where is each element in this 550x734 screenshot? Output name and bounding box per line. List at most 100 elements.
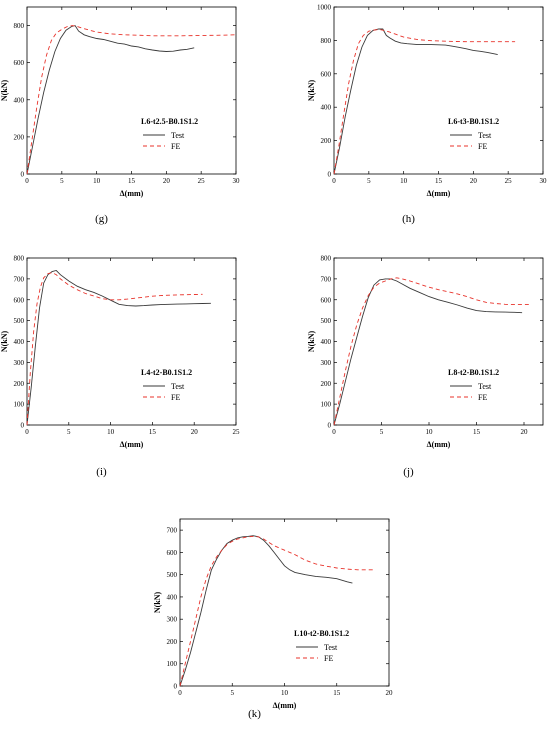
x-tick-label: 0 <box>25 177 29 185</box>
x-tick-label: 15 <box>149 428 157 436</box>
y-tick-label: 0 <box>21 422 25 430</box>
series-line-test <box>179 535 353 687</box>
legend-label-test: Test <box>324 643 338 652</box>
series-line-fe <box>26 272 203 426</box>
y-tick-label: 600 <box>14 59 25 67</box>
y-tick-label: 300 <box>14 359 25 367</box>
y-tick-label: 500 <box>14 317 25 325</box>
x-tick-label: 15 <box>473 428 481 436</box>
legend-label-test: Test <box>478 382 492 391</box>
legend-label-fe: FE <box>171 393 180 402</box>
chart-h: 0 5 10 15 20 25 30 0 200 400 600 800 1000 Δ(mm) N(kN) L… <box>307 4 547 226</box>
x-tick-label: 10 <box>426 428 434 436</box>
x-tick-label: 5 <box>231 689 235 697</box>
legend-label-fe: FE <box>171 142 180 151</box>
y-tick-label: 700 <box>167 527 178 535</box>
y-tick-label: 0 <box>328 171 332 179</box>
specimen-label: L8-t2-B0.1S1.2 <box>448 368 499 377</box>
legend-label-fe: FE <box>324 654 333 663</box>
y-tick-label: 400 <box>14 338 25 346</box>
series-line-fe <box>333 29 516 175</box>
x-tick-label: 20 <box>191 428 199 436</box>
series-line-fe <box>333 277 529 426</box>
x-tick-label: 0 <box>332 428 336 436</box>
series-line-test <box>26 25 195 175</box>
y-tick-label: 100 <box>14 401 25 409</box>
specimen-label: L10-t2-B0.1S1.2 <box>294 629 349 638</box>
x-axis-label: Δ(mm) <box>120 189 144 198</box>
y-tick-label: 700 <box>14 275 25 283</box>
y-tick-label: 300 <box>167 616 178 624</box>
panel-caption: (g) <box>95 213 108 225</box>
x-tick-label: 25 <box>233 428 241 436</box>
y-tick-label: 500 <box>167 571 178 579</box>
x-tick-label: 5 <box>60 177 64 185</box>
x-tick-label: 10 <box>400 177 408 185</box>
y-tick-label: 100 <box>321 401 332 409</box>
y-tick-label: 800 <box>321 37 332 45</box>
chart-i: 0 5 10 15 20 25 0 100 200 300 400 500 600 700 800 Δ(mm)… <box>0 255 241 479</box>
specimen-label: L6-t3-B0.1S1.2 <box>448 117 499 126</box>
y-tick-label: 600 <box>321 70 332 78</box>
series-line-fe <box>179 535 374 687</box>
x-tick-label: 5 <box>380 428 384 436</box>
series-line-fe <box>26 25 237 175</box>
x-tick-label: 5 <box>367 177 371 185</box>
x-tick-label: 15 <box>435 177 443 185</box>
y-axis-label: N(kN) <box>0 331 9 353</box>
x-tick-label: 15 <box>128 177 136 185</box>
plot-frame <box>333 6 544 175</box>
y-tick-label: 200 <box>167 638 178 646</box>
x-tick-label: 20 <box>163 177 171 185</box>
legend-label-test: Test <box>478 131 492 140</box>
y-tick-label: 800 <box>14 255 25 263</box>
plot-frame <box>333 257 544 426</box>
y-tick-label: 400 <box>14 96 25 104</box>
x-axis-label: Δ(mm) <box>120 440 144 449</box>
y-tick-label: 0 <box>328 422 332 430</box>
y-axis-label: N(kN) <box>307 80 316 102</box>
series-line-test <box>333 28 498 175</box>
panel-caption: (j) <box>403 466 414 478</box>
y-tick-label: 500 <box>321 317 332 325</box>
specimen-label: L4-t2-B0.1S1.2 <box>141 368 192 377</box>
panel-caption: (i) <box>96 466 107 478</box>
x-tick-label: 30 <box>233 177 241 185</box>
x-axis-label: Δ(mm) <box>273 701 297 710</box>
x-tick-label: 20 <box>521 428 529 436</box>
y-tick-label: 700 <box>321 275 332 283</box>
y-axis-label: N(kN) <box>0 80 9 102</box>
y-tick-label: 100 <box>167 660 178 668</box>
y-tick-label: 0 <box>174 683 178 691</box>
panel-caption: (h) <box>402 213 415 225</box>
y-tick-label: 800 <box>14 22 25 30</box>
y-tick-label: 600 <box>14 296 25 304</box>
y-tick-label: 800 <box>321 255 332 263</box>
series-line-test <box>26 269 211 426</box>
y-tick-label: 400 <box>321 104 332 112</box>
specimen-label: L6-t2.5-B0.1S1.2 <box>141 117 198 126</box>
x-tick-label: 5 <box>67 428 71 436</box>
chart-j: 0 5 10 15 200100200300400500600700800Δ(mm)N(… <box>307 255 544 478</box>
y-axis-label: N(kN) <box>153 592 162 614</box>
y-tick-label: 0 <box>21 171 25 179</box>
x-tick-label: 10 <box>107 428 115 436</box>
y-tick-label: 200 <box>321 380 332 388</box>
x-tick-label: 20 <box>470 177 478 185</box>
x-axis-label: Δ(mm) <box>427 189 451 198</box>
x-axis-label: Δ(mm) <box>427 440 451 449</box>
y-tick-label: 400 <box>321 338 332 346</box>
plot-frame <box>179 518 390 687</box>
series-line-test <box>333 278 523 426</box>
y-tick-label: 1000 <box>317 4 332 12</box>
x-tick-label: 25 <box>505 177 513 185</box>
y-axis-label: N(kN) <box>307 331 316 353</box>
legend-label-test: Test <box>171 382 185 391</box>
y-tick-label: 200 <box>321 137 332 145</box>
y-tick-label: 200 <box>14 380 25 388</box>
chart-k: 0 5 10 15 200100200300400500600700Δ(mm)N(kN)… <box>153 518 393 720</box>
x-tick-label: 0 <box>25 428 29 436</box>
y-tick-label: 300 <box>321 359 332 367</box>
legend-label-fe: FE <box>478 142 487 151</box>
legend-label-fe: FE <box>478 393 487 402</box>
